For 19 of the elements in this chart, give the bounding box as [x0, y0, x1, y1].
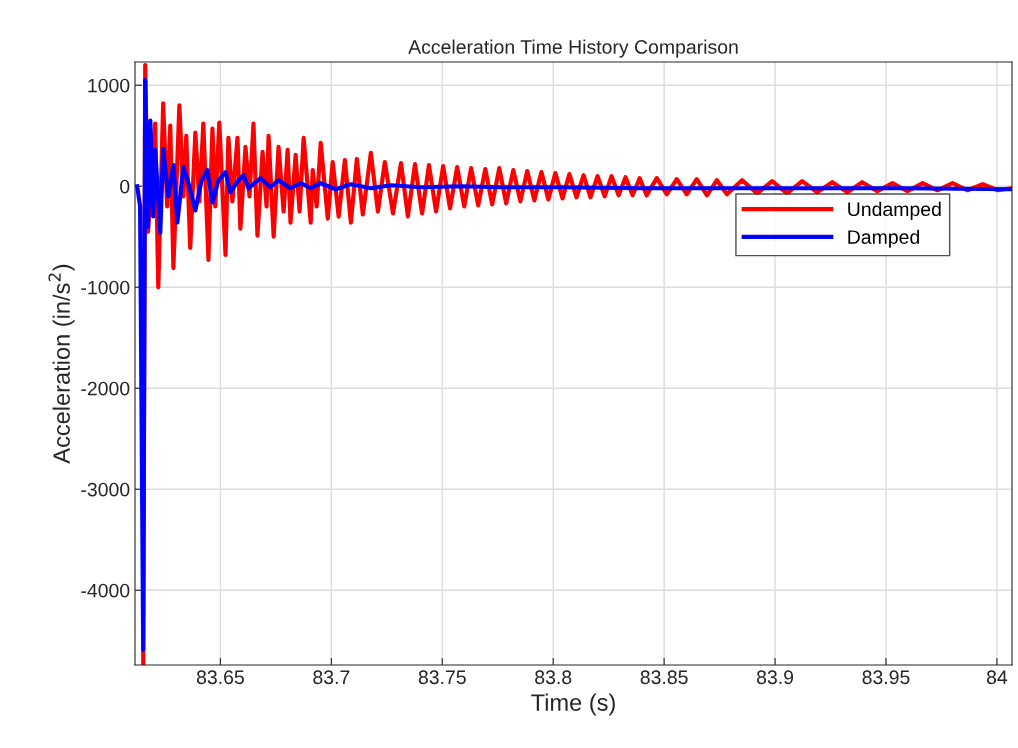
x-tick-label: 83.7 [313, 670, 350, 685]
x-axis-title: Time (s) [531, 693, 615, 716]
y-tick-label: -2000 [81, 381, 130, 396]
y-tick-label: 0 [120, 179, 130, 194]
y-tick-label: -3000 [81, 482, 130, 497]
x-tick-label: 83.75 [418, 670, 466, 685]
y-tick-label: 1000 [88, 78, 130, 93]
legend-label: Undamped [848, 201, 941, 220]
y-tick-label: -4000 [81, 583, 130, 598]
y-axis-title: Acceleration (in/s$^{2}$) [48, 264, 75, 464]
y-tick-label: -1000 [81, 280, 130, 295]
x-tick-label: 83.85 [640, 670, 688, 685]
x-tick-label: 84 [986, 670, 1008, 685]
x-tick-label: 83.8 [535, 670, 572, 685]
x-tick-label: 83.9 [756, 670, 794, 685]
x-tick-label: 83.65 [196, 670, 244, 685]
x-tick-label: 83.95 [862, 670, 910, 685]
legend-label: Damped [848, 229, 920, 248]
chart-title: Acceleration Time History Comparison [408, 39, 738, 58]
